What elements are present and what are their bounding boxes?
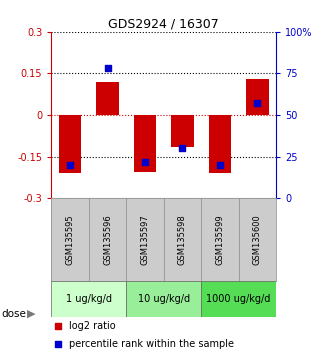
Text: GSM135600: GSM135600 (253, 214, 262, 265)
Text: GSM135599: GSM135599 (215, 214, 224, 265)
Point (217, 162, 222, 168)
Bar (134, 115, 156, 172)
Bar (201, 281, 276, 317)
Text: dose: dose (2, 309, 26, 319)
Bar (171, 115, 194, 147)
Text: GSM135597: GSM135597 (141, 214, 150, 265)
Point (255, 101, 260, 106)
Bar (126, 281, 201, 317)
Text: GSM135595: GSM135595 (65, 214, 74, 265)
Bar (51, 281, 126, 317)
Bar (96, 82, 119, 115)
Text: log2 ratio: log2 ratio (69, 320, 116, 331)
Point (222, 270, 228, 276)
Point (143, 159, 148, 164)
Bar (209, 115, 231, 173)
Point (67, 162, 73, 168)
Text: percentile rank within the sample: percentile rank within the sample (69, 339, 234, 349)
Bar (246, 79, 269, 115)
Text: 1 ug/kg/d: 1 ug/kg/d (66, 294, 112, 304)
Text: 10 ug/kg/d: 10 ug/kg/d (138, 294, 190, 304)
Point (105, 65, 110, 71)
Text: ▶: ▶ (27, 309, 36, 319)
Text: GSM135596: GSM135596 (103, 214, 112, 265)
Point (180, 145, 185, 151)
Bar (59, 115, 81, 173)
Text: 1000 ug/kg/d: 1000 ug/kg/d (206, 294, 271, 304)
Title: GDS2924 / 16307: GDS2924 / 16307 (108, 18, 219, 31)
Text: GSM135598: GSM135598 (178, 214, 187, 265)
Point (222, 104, 228, 110)
